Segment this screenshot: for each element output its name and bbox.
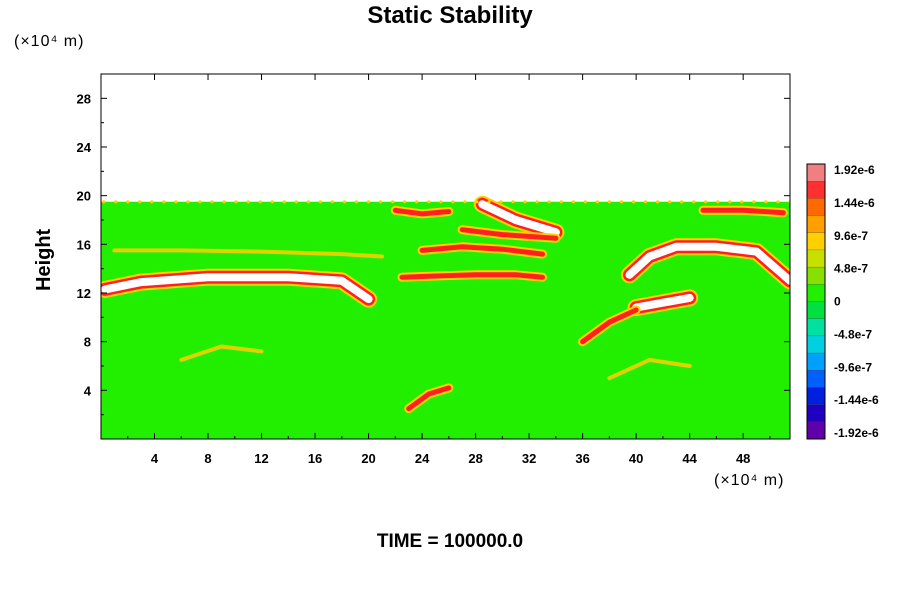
colorbar-label: -1.44e-6 — [834, 393, 879, 407]
colorbar-label: -4.8e-7 — [834, 327, 872, 341]
stability-feature-14 — [607, 357, 692, 381]
y-axis: 4 8 12 16 20 24 28 — [77, 91, 790, 416]
y-tick-label: 8 — [84, 335, 91, 350]
y-tick-label: 20 — [77, 189, 91, 204]
colorbar-swatch — [806, 181, 826, 199]
colorbar-swatch — [806, 284, 826, 302]
x-tick-label: 16 — [308, 451, 322, 466]
field-background — [101, 201, 790, 439]
chart-title: Static Stability — [367, 2, 533, 29]
x-tick-label: 48 — [736, 451, 750, 466]
x-tick-label: 44 — [682, 451, 697, 466]
colorbar-swatch — [806, 387, 826, 406]
colorbar-label: -1.92e-6 — [834, 426, 879, 440]
stability-feature-1 — [101, 268, 378, 308]
x-tick-label: 4 — [151, 451, 159, 466]
x-tick-label: 32 — [522, 451, 536, 466]
colorbar-label: 0 — [834, 295, 841, 309]
x-tick-label: 20 — [361, 451, 375, 466]
y-tick-label: 16 — [77, 237, 91, 252]
x-tick-label: 8 — [204, 451, 211, 466]
x-tick-label: 24 — [415, 451, 430, 466]
y-axis-unit-label: (×10⁴ m) — [14, 33, 85, 50]
colorbar-label: 4.8e-7 — [834, 262, 868, 276]
stability-feature-12 — [112, 248, 384, 259]
stability-feature-8 — [404, 383, 454, 414]
field-top-edge — [102, 200, 790, 204]
colorbar-label: -9.6e-7 — [834, 360, 872, 374]
plot-frame — [100, 73, 791, 440]
y-tick-label: 28 — [77, 91, 91, 106]
stability-feature-9 — [390, 205, 454, 219]
stability-feature-5 — [397, 270, 547, 282]
stability-feature-6 — [417, 242, 547, 259]
colorbar-swatch — [806, 249, 826, 268]
stability-feature-10 — [578, 305, 641, 347]
x-tick-label: 36 — [575, 451, 589, 466]
stability-feature-3 — [621, 238, 790, 290]
colorbar-swatch — [806, 370, 826, 388]
x-axis: 4 8 12 16 20 24 28 32 36 40 44 48 — [127, 74, 771, 466]
colorbar-label: 1.92e-6 — [834, 163, 875, 177]
x-tick-label: 12 — [254, 451, 268, 466]
y-tick-label: 4 — [84, 383, 92, 398]
stability-feature-4 — [473, 195, 565, 241]
x-axis-unit-label: (×10⁴ m) — [714, 472, 785, 489]
x-tick-label: 28 — [468, 451, 482, 466]
stability-feature-2 — [627, 289, 699, 317]
colorbar-swatch — [806, 232, 826, 251]
colorbar-swatch — [806, 215, 826, 234]
colorbar: 1.92e-6 1.44e-6 9.6e-7 4.8e-7 0 -4.8e-7 -9.6e-… — [806, 163, 879, 440]
colorbar-label: 9.6e-7 — [834, 229, 868, 243]
y-tick-label: 24 — [77, 140, 92, 155]
colorbar-swatch — [806, 198, 826, 217]
stability-feature-11 — [698, 205, 788, 218]
colorbar-label: 1.44e-6 — [834, 196, 875, 210]
colorbar-swatch — [806, 266, 826, 285]
colorbar-swatch — [806, 352, 826, 371]
colorbar-swatch — [806, 421, 826, 440]
y-tick-label: 12 — [77, 286, 91, 301]
colorbar-frame — [806, 163, 826, 440]
time-footer: TIME = 100000.0 — [376, 531, 524, 552]
colorbar-swatch — [806, 301, 826, 320]
stability-feature-13 — [179, 344, 264, 362]
stability-feature-7 — [457, 225, 561, 243]
x-tick-label: 40 — [629, 451, 643, 466]
contour-field — [101, 195, 790, 439]
colorbar-swatch — [806, 318, 826, 337]
colorbar-swatch — [806, 335, 826, 354]
colorbar-swatch — [806, 163, 826, 182]
colorbar-swatch — [806, 404, 826, 423]
